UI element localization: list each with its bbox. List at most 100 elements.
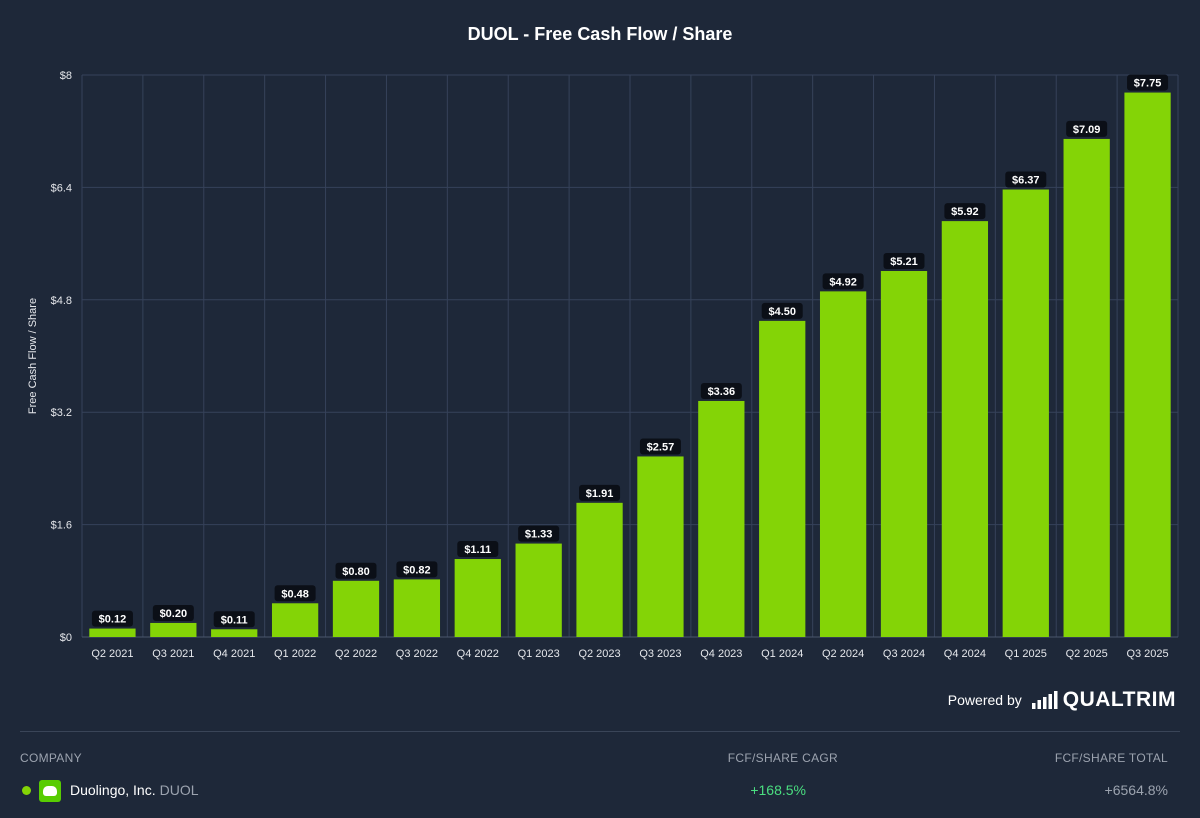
bar[interactable] <box>637 456 684 637</box>
grid <box>81 74 1179 638</box>
x-tick-label: Q4 2024 <box>944 648 986 660</box>
x-tick-label: Q4 2022 <box>457 648 499 660</box>
column-header-total: FCF/SHARE TOTAL <box>1054 751 1168 765</box>
value-label-box <box>883 252 925 269</box>
qualtrim-bars-icon <box>1031 691 1058 709</box>
bar[interactable] <box>271 603 319 637</box>
value-label-box <box>396 561 438 578</box>
bar[interactable] <box>819 291 867 637</box>
x-tick-label: Q4 2023 <box>700 648 742 660</box>
value-label: $0.82 <box>396 561 438 578</box>
bar[interactable] <box>941 221 989 637</box>
company-row[interactable]: Duolingo, Inc. DUOL +168.5% +6564.8% <box>20 780 1168 802</box>
column-header-cagr: FCF/SHARE CAGR <box>727 751 838 765</box>
x-tick-label: Q3 2021 <box>152 648 194 660</box>
bar[interactable] <box>150 622 197 637</box>
value-label-text: $1.33 <box>525 529 553 541</box>
bar[interactable] <box>211 629 258 637</box>
y-tick-label: $6.4 <box>51 182 72 194</box>
bar[interactable] <box>1124 92 1171 637</box>
value-label: $0.20 <box>152 604 194 621</box>
qualtrim-logo-text: QUALTRIM <box>1062 688 1176 711</box>
value-label: $5.21 <box>883 252 925 269</box>
y-tick-label: $4.8 <box>51 295 72 307</box>
y-tick-label: $0 <box>60 632 72 644</box>
value-label-box <box>944 203 986 220</box>
bar[interactable] <box>393 579 441 637</box>
bar[interactable] <box>454 559 501 637</box>
column-header-company: COMPANY <box>20 751 82 765</box>
x-tick-label: Q1 2025 <box>1005 648 1047 660</box>
value-label: $2.57 <box>639 438 681 455</box>
qualtrim-brand[interactable]: QUALTRIM <box>1031 688 1176 712</box>
value-label-box <box>213 611 255 628</box>
value-label-text: $4.92 <box>829 276 857 288</box>
value-label-text: $0.12 <box>99 614 127 626</box>
company-name-text: Duolingo, Inc. <box>70 782 156 798</box>
value-label-box <box>1066 120 1108 137</box>
bar[interactable] <box>1063 138 1110 638</box>
value-label: $5.92 <box>944 203 986 220</box>
value-label-text: $0.20 <box>160 608 188 620</box>
value-label: $4.92 <box>822 273 864 290</box>
x-tick-label: Q4 2021 <box>213 648 255 660</box>
footer-divider <box>20 731 1180 732</box>
bar[interactable] <box>515 543 562 637</box>
powered-by: Powered by QUALTRIM <box>948 688 1176 712</box>
value-label-text: $0.48 <box>281 588 309 600</box>
bar[interactable] <box>759 320 806 637</box>
x-axis-ticks: Q2 2021 Q3 2021 Q4 2021 Q1 2022 Q2 2022 Q3 20… <box>91 648 1168 660</box>
value-labels: $0.12 $0.20 $0.11 $0.48 $0.80 $0.82 $1.11 $1.33… <box>91 74 1169 628</box>
bar[interactable] <box>332 580 380 637</box>
bar[interactable] <box>576 502 623 637</box>
value-label: $6.37 <box>1005 171 1047 188</box>
x-tick-label: Q2 2023 <box>578 648 620 660</box>
value-label-text: $7.75 <box>1134 78 1162 90</box>
value-label-text: $0.82 <box>403 564 431 576</box>
x-tick-label: Q3 2022 <box>396 648 438 660</box>
y-axis-label: Free Cash Flow / Share <box>27 298 39 414</box>
value-label-text: $7.09 <box>1073 124 1101 136</box>
duolingo-logo-icon <box>39 780 61 802</box>
value-label-text: $0.11 <box>221 614 248 626</box>
company-ticker: DUOL <box>159 782 199 798</box>
series-color-dot <box>22 786 31 795</box>
value-label-text: $6.37 <box>1012 175 1040 187</box>
bars <box>89 92 1171 638</box>
bar[interactable] <box>89 628 136 637</box>
value-label-text: $4.50 <box>768 306 796 318</box>
value-label-text: $5.92 <box>951 206 979 218</box>
value-label: $7.75 <box>1127 74 1169 91</box>
value-label-box <box>152 604 194 621</box>
powered-by-text: Powered by <box>947 692 1022 708</box>
x-tick-label: Q3 2025 <box>1126 648 1168 660</box>
value-label: $0.11 <box>213 611 255 628</box>
x-tick-label: Q3 2023 <box>639 648 681 660</box>
value-label: $0.12 <box>91 610 133 627</box>
x-tick-label: Q2 2024 <box>822 648 864 660</box>
y-tick-label: $3.2 <box>51 407 72 419</box>
x-tick-label: Q2 2025 <box>1066 648 1108 660</box>
bar[interactable] <box>880 270 928 637</box>
bar[interactable] <box>698 400 745 637</box>
x-tick-label: Q2 2022 <box>335 648 377 660</box>
value-label-box <box>457 541 499 558</box>
bar[interactable] <box>1002 189 1049 637</box>
value-label-box <box>700 382 742 399</box>
value-label: $1.33 <box>518 525 560 542</box>
value-label: $1.11 <box>457 541 499 558</box>
value-label: $7.09 <box>1066 120 1108 137</box>
company-name: Duolingo, Inc. DUOL <box>70 782 199 798</box>
value-label-box <box>335 562 377 579</box>
x-tick-label: Q2 2021 <box>91 648 133 660</box>
value-label-box <box>579 484 621 501</box>
chart-title: DUOL - Free Cash Flow / Share <box>468 24 733 44</box>
value-label-box <box>1005 171 1047 188</box>
fcf-chart: DUOL - Free Cash Flow / Share Free Cash … <box>27 24 1179 660</box>
x-tick-label: Q3 2024 <box>883 648 925 660</box>
y-tick-label: $1.6 <box>51 520 72 532</box>
value-label-text: $3.36 <box>708 386 736 398</box>
value-label-box <box>91 610 133 627</box>
value-label-box <box>639 438 681 455</box>
value-label-text: $1.91 <box>586 488 614 500</box>
